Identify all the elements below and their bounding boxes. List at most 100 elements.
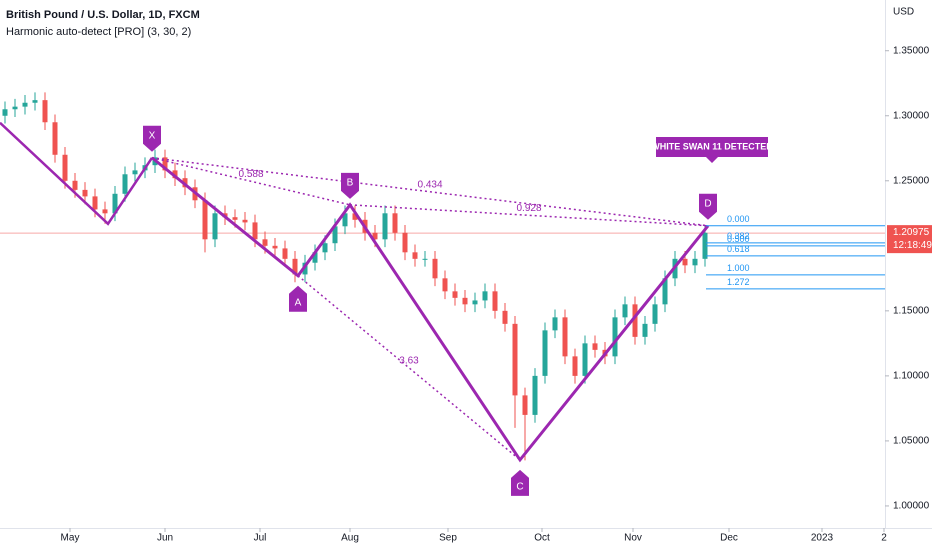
candle-body xyxy=(352,213,358,220)
annotation-text: WHITE SWAN 11 DETECTED xyxy=(651,141,773,151)
y-tick-label: 1.25000 xyxy=(893,175,930,186)
candle-body xyxy=(72,180,78,190)
candle-body xyxy=(462,297,468,305)
point-marker xyxy=(511,469,529,496)
candle-body xyxy=(682,258,688,266)
candle-body xyxy=(472,300,478,305)
currency-label: USD xyxy=(893,7,914,18)
candle-body xyxy=(292,258,298,275)
candle-body xyxy=(82,189,88,197)
last-price-label: 1.20975 xyxy=(893,227,930,238)
candle-body xyxy=(482,291,488,301)
ratio-label: 0.588 xyxy=(238,169,263,180)
point-marker xyxy=(143,125,161,152)
candle-body xyxy=(12,106,18,110)
x-tick-label: Nov xyxy=(624,533,642,544)
ratio-label: 0.928 xyxy=(516,203,541,214)
ratio-line xyxy=(151,157,709,227)
candle-body xyxy=(692,258,698,266)
candle-body xyxy=(702,232,708,259)
x-tick-label: Dec xyxy=(720,533,738,544)
chart-title: British Pound / U.S. Dollar, 1D, FXCM xyxy=(6,9,200,21)
point-marker xyxy=(699,193,717,220)
ratio-line xyxy=(297,275,521,461)
candle-body xyxy=(642,323,648,337)
y-tick-label: 1.30000 xyxy=(893,110,930,121)
x-tick-label: May xyxy=(61,533,80,544)
candle-body xyxy=(382,213,388,240)
point-label: B xyxy=(347,177,354,188)
candle-body xyxy=(322,243,328,253)
candle-body xyxy=(42,100,48,123)
candle-body xyxy=(102,209,108,214)
candle-body xyxy=(112,193,118,214)
x-tick-label: Aug xyxy=(341,533,359,544)
x-tick-label: Jul xyxy=(254,533,267,544)
x-tick-label: 2023 xyxy=(811,533,834,544)
candle-body xyxy=(272,245,278,249)
candle-body xyxy=(62,154,68,181)
point-marker xyxy=(341,172,359,199)
point-label: X xyxy=(149,130,156,141)
candle-body xyxy=(252,222,258,240)
y-tick-label: 1.15000 xyxy=(893,305,930,316)
lead-in-zigzag xyxy=(0,121,154,226)
candle-body xyxy=(432,258,438,279)
candle-body xyxy=(632,304,638,337)
candle-body xyxy=(582,343,588,376)
candle-body xyxy=(552,317,558,331)
candle-body xyxy=(262,239,268,246)
candle-body xyxy=(492,291,498,311)
candle-body xyxy=(452,291,458,298)
ratio-label: 0.434 xyxy=(417,179,442,190)
y-tick-label: 1.10000 xyxy=(893,371,930,382)
candle-body xyxy=(662,278,668,305)
point-label: D xyxy=(704,198,711,209)
x-tick-label: Oct xyxy=(534,533,550,544)
countdown-label: 12:18:49 xyxy=(893,240,932,251)
annotation-box xyxy=(656,137,768,163)
y-tick-label: 1.35000 xyxy=(893,45,930,56)
ratio-label: 3.63 xyxy=(399,355,419,366)
x-tick-label: Jun xyxy=(157,533,173,544)
candle-body xyxy=(162,157,168,171)
indicator-label: Harmonic auto-detect [PRO] (3, 30, 2) xyxy=(6,26,191,38)
fib-label: 1.000 xyxy=(727,263,750,273)
candle-body xyxy=(22,102,28,107)
candle-body xyxy=(402,232,408,253)
candle-body xyxy=(612,317,618,357)
candle-body xyxy=(372,232,378,240)
candle-body xyxy=(652,304,658,324)
candle-body xyxy=(312,252,318,263)
candle-body xyxy=(592,343,598,350)
candle-body xyxy=(282,248,288,259)
candle-body xyxy=(202,200,208,240)
candle-body xyxy=(572,356,578,376)
y-tick-label: 1.05000 xyxy=(893,436,930,447)
candle-body xyxy=(422,258,428,260)
y-tick-label: 1.00000 xyxy=(893,501,930,512)
fib-label: 0.618 xyxy=(727,244,750,254)
candle-body xyxy=(172,170,178,179)
point-marker xyxy=(289,285,307,312)
x-tick-label: 2 xyxy=(881,533,887,544)
candle-body xyxy=(502,310,508,324)
fib-label: 1.272 xyxy=(727,277,750,287)
last-price-tag xyxy=(887,225,932,254)
candle-body xyxy=(92,196,98,210)
candle-body xyxy=(532,375,538,415)
candle-body xyxy=(512,323,518,396)
candle-body xyxy=(412,252,418,259)
fib-label: 0.500 xyxy=(727,234,750,244)
candle-body xyxy=(242,219,248,223)
ratio-line xyxy=(151,157,351,206)
candle-body xyxy=(122,174,128,194)
point-label: C xyxy=(516,482,523,493)
fib-label: 0.382 xyxy=(727,231,750,241)
candle-body xyxy=(2,109,8,116)
candle-body xyxy=(622,304,628,318)
x-tick-label: Sep xyxy=(439,533,457,544)
candle-body xyxy=(342,213,348,227)
candle-body xyxy=(562,317,568,357)
candle-body xyxy=(442,278,448,292)
